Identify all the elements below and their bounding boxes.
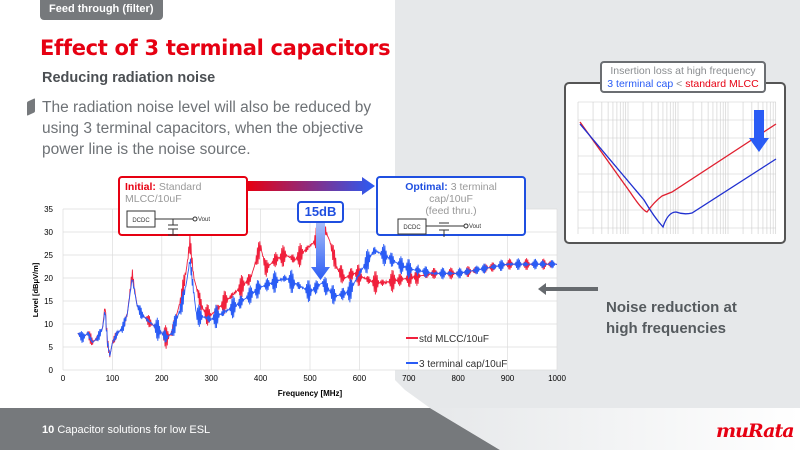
initial-label: Initial:	[125, 181, 156, 193]
initial-text: Standard MLCC/10uF	[125, 181, 202, 205]
body-text: The radiation noise level will also be r…	[42, 99, 372, 158]
insertion-loss-inset	[564, 82, 786, 244]
optimal-text: 3 terminal cap/10uF	[429, 181, 497, 205]
reduction-arrow	[311, 223, 330, 280]
y-tick-label: 15	[44, 297, 53, 306]
y-tick-label: 5	[49, 343, 54, 352]
initial-config-box: Initial: Standard MLCC/10uF DCDC Vout	[118, 176, 248, 236]
callout-3term: 3 terminal cap	[607, 78, 674, 90]
noise-reduction-caption: Noise reduction at high frequencies	[606, 299, 737, 337]
footer-title: Capacitor solutions for low ESL	[57, 424, 211, 436]
y-tick-label: 0	[49, 366, 54, 375]
page-title: Effect of 3 terminal capacitors	[40, 36, 391, 60]
legend: std MLCC/10uF 3 terminal cap/10uF	[406, 334, 507, 370]
svg-text:DCDC: DCDC	[403, 225, 421, 231]
section-tag: Feed through (filter)	[40, 0, 163, 20]
y-tick-label: 10	[44, 320, 53, 329]
x-tick-label: 0	[61, 374, 66, 383]
page-subtitle: Reducing radiation noise	[42, 70, 216, 86]
svg-text:Vout: Vout	[469, 224, 481, 230]
three-terminal-circuit-icon: DCDC Vout	[397, 218, 481, 237]
callout-sep: <	[673, 78, 686, 90]
y-tick-label: 25	[44, 251, 53, 260]
y-tick-label: 35	[44, 205, 53, 214]
mlcc-circuit-icon: DCDC Vout	[126, 210, 210, 236]
callout-line1: Insertion loss at high frequency	[610, 65, 756, 77]
x-tick-label: 200	[155, 374, 169, 383]
x-tick-label: 900	[501, 374, 515, 383]
inset-reduction-arrow	[749, 110, 769, 152]
inset-3term-curve	[579, 123, 777, 229]
x-tick-label: 400	[254, 374, 268, 383]
reduction-badge: 15dB	[297, 201, 344, 223]
callout-std: standard MLCC	[685, 78, 759, 90]
optimal-config-box: Optimal: 3 terminal cap/10uF (feed thru.…	[376, 176, 526, 237]
arrow-left-icon	[538, 283, 598, 295]
svg-text:DCDC: DCDC	[132, 218, 150, 224]
x-tick-label: 100	[106, 374, 120, 383]
optimal-label: Optimal:	[405, 181, 448, 193]
x-tick-label: 300	[205, 374, 219, 383]
x-tick-label: 500	[303, 374, 317, 383]
series-line-1	[77, 243, 558, 357]
murata-logo: muRata	[716, 420, 795, 442]
insertion-loss-callout: Insertion loss at high frequency 3 termi…	[600, 61, 766, 93]
x-tick-label: 1000	[548, 374, 566, 383]
x-tick-label: 700	[402, 374, 416, 383]
svg-text:Vout: Vout	[198, 217, 210, 223]
inset-std-curve	[579, 121, 777, 213]
legend-label-3term: 3 terminal cap/10uF	[419, 359, 507, 370]
y-axis-label: Level [dBμV/m]	[31, 262, 40, 317]
y-tick-label: 20	[44, 274, 53, 283]
x-tick-label: 600	[353, 374, 367, 383]
legend-label-std: std MLCC/10uF	[419, 334, 489, 345]
y-tick-label: 30	[44, 228, 53, 237]
x-tick-label: 800	[452, 374, 466, 383]
transition-arrow	[248, 177, 375, 195]
x-axis-label: Frequency [MHz]	[278, 389, 343, 398]
optimal-note: (feed thru.)	[425, 205, 477, 217]
footer: 10 Capacitor solutions for low ESL	[42, 424, 210, 436]
page-number: 10	[42, 424, 55, 436]
